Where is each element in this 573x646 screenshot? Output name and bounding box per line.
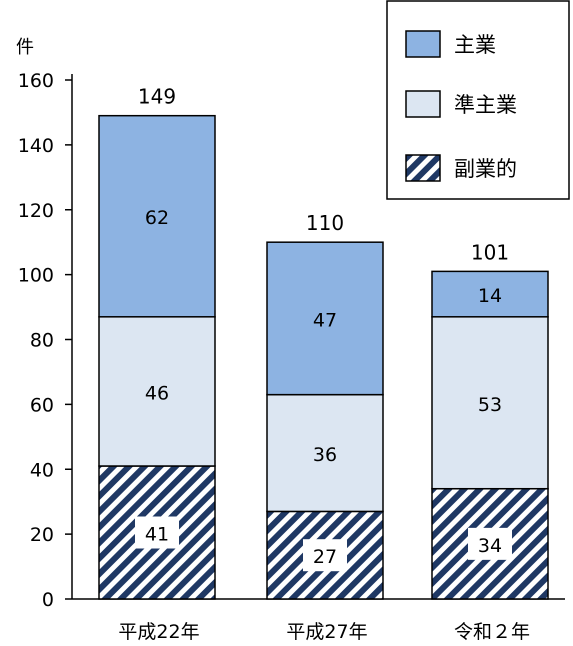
data-label: 47	[313, 309, 337, 331]
data-label: 62	[145, 207, 169, 229]
data-label-bg	[468, 527, 512, 560]
bar-segment	[266, 393, 384, 513]
data-label: 36	[313, 444, 337, 466]
axes: 0 20 40 60 80 100 120 140 160 件	[16, 37, 565, 611]
legend-swatch	[405, 30, 441, 58]
y-tick-label: 80	[30, 330, 54, 352]
y-tick-label: 120	[18, 200, 54, 222]
bar-segment	[98, 114, 216, 318]
data-label: 34	[478, 535, 502, 557]
data-label-bg	[135, 516, 179, 549]
y-tick-label: 20	[30, 524, 54, 546]
x-tick-label: 平成22年	[118, 621, 199, 642]
legend-label: 主業	[454, 33, 496, 57]
data-label: 46	[145, 382, 169, 404]
legend-swatch	[405, 90, 441, 118]
y-tick-label: 100	[18, 265, 54, 287]
legend-label: 準主業	[454, 93, 517, 117]
legend-label: 副業的	[454, 157, 517, 181]
bar-segment	[266, 241, 384, 396]
total-label: 101	[471, 240, 509, 264]
total-label: 149	[138, 85, 176, 109]
y-axis-label: 件	[16, 37, 34, 58]
bar-segment	[431, 316, 549, 490]
data-label-bg	[303, 539, 347, 572]
x-tick-label: 令和２年	[454, 621, 530, 642]
y-tick-label: 140	[18, 135, 54, 157]
data-label: 53	[478, 394, 502, 416]
bars	[98, 114, 549, 600]
data-label: 14	[478, 285, 502, 307]
bar-segment	[431, 270, 549, 318]
y-tick-label: 60	[30, 394, 54, 416]
y-tick-label: 0	[42, 589, 54, 611]
legend-swatch	[405, 154, 441, 182]
x-tick-label: 平成27年	[286, 621, 367, 642]
y-tick-label: 160	[18, 70, 54, 92]
data-label: 41	[145, 524, 169, 546]
total-label: 110	[306, 211, 344, 235]
y-tick-label: 40	[30, 459, 54, 481]
data-label: 27	[313, 546, 337, 568]
labels: 41 46 62 149 平成22年 27 36 47 110 平成27年 34 53 14 101 令和２…	[118, 85, 530, 643]
bar-segment	[98, 316, 216, 467]
